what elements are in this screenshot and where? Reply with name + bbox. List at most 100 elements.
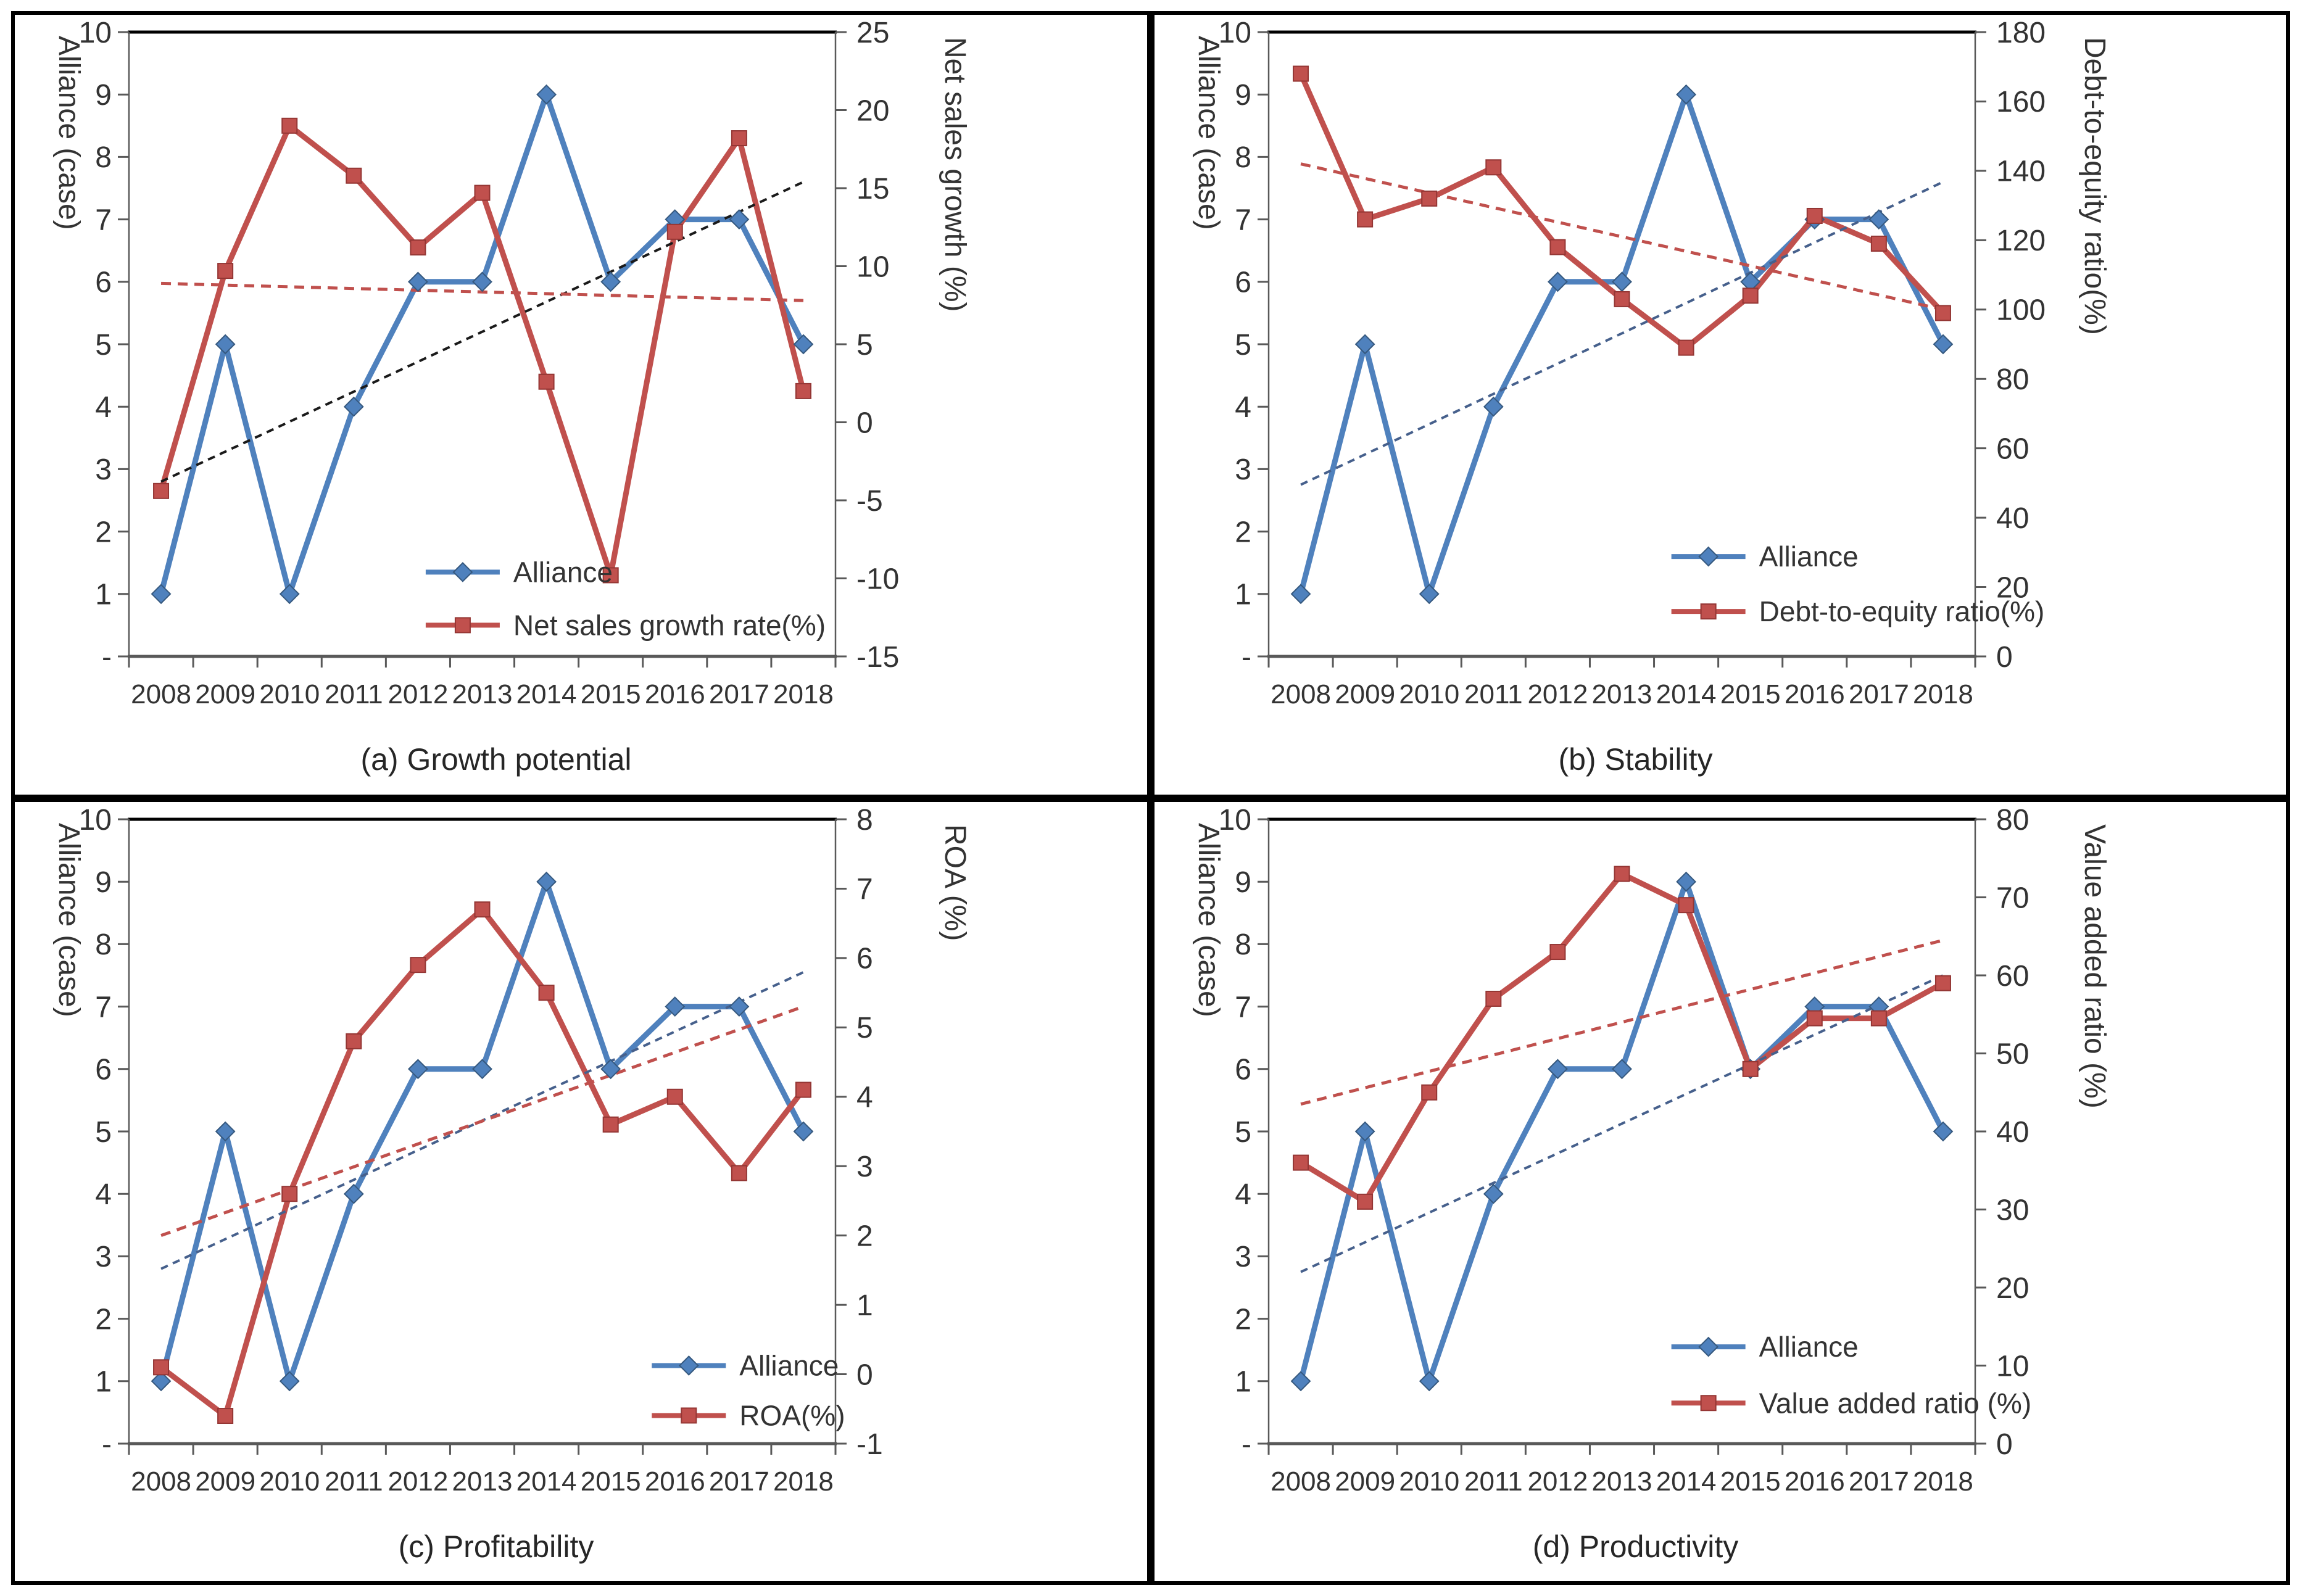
series-markers: [1290, 866, 1953, 1391]
right-tick-label: 20: [856, 94, 889, 127]
trendlines: [1300, 162, 1944, 486]
diamond-marker: [215, 1121, 236, 1141]
diamond-marker: [1419, 584, 1440, 605]
right-axis-title: ROA (%): [939, 824, 971, 941]
legend: Alliance Debt-to-equity ratio(%): [1671, 540, 2044, 627]
right-axis: -1 0 1 2 3 4 5 6 7 8: [835, 803, 883, 1460]
left-tick-label: 7: [1235, 991, 1251, 1023]
square-marker: [602, 567, 619, 584]
right-tick-label: 7: [856, 873, 873, 906]
alliance-trendline: [1300, 974, 1944, 1273]
metric-line: [158, 906, 806, 1419]
x-tick-label: 2013: [1591, 1466, 1652, 1497]
legend-label: Value added ratio (%): [1759, 1387, 2031, 1419]
chart-caption: (d) Productivity: [1532, 1529, 1739, 1564]
left-tick-label: 8: [1235, 141, 1251, 174]
diamond-marker: [1675, 871, 1696, 892]
diamond-marker: [793, 334, 814, 355]
x-tick-label: 2016: [645, 1466, 705, 1497]
left-axis-title: Alliance (case): [52, 36, 85, 230]
x-tick-label: 2008: [1271, 679, 1331, 709]
x-tick-label: 2013: [452, 1466, 513, 1497]
square-marker: [795, 382, 811, 399]
alliance-line: [1298, 879, 1946, 1384]
right-tick-label: 8: [856, 803, 873, 836]
x-tick-label: 2010: [259, 1466, 320, 1497]
x-tick-label: 2014: [1656, 679, 1716, 709]
x-tick-label: 2010: [259, 679, 320, 709]
right-tick-label: 80: [1996, 803, 2029, 836]
diamond-marker: [600, 1058, 621, 1079]
x-tick-label: 2009: [1335, 1466, 1395, 1497]
diamond-marker: [729, 996, 750, 1017]
left-tick-label: 4: [95, 391, 112, 424]
diamond-marker: [407, 271, 428, 292]
alliance-trendline: [1300, 181, 1944, 486]
right-tick-label: 70: [1996, 882, 2029, 914]
x-tick-label: 2009: [195, 1466, 255, 1497]
right-axis-title: Value added ratio (%): [2078, 824, 2111, 1109]
left-axis: - 1 2 3 4 5 6 7 8 9 10: [1218, 803, 1269, 1460]
left-tick-label: 8: [95, 141, 112, 174]
plot-border: [1267, 30, 1976, 658]
x-tick-label: 2008: [131, 1466, 191, 1497]
right-tick-label: 5: [856, 1012, 873, 1044]
legend-label: ROA(%): [739, 1399, 845, 1431]
left-tick-label: 6: [95, 1053, 112, 1086]
square-marker: [666, 223, 683, 240]
x-tick-label: 2012: [1527, 679, 1588, 709]
diamond-marker: [472, 271, 492, 292]
alliance-line: [158, 91, 806, 597]
diamond-marker: [1547, 1058, 1568, 1079]
right-tick-label: -5: [856, 485, 883, 518]
x-tick-label: 2015: [581, 679, 641, 709]
x-tick-label: 2009: [195, 679, 255, 709]
left-tick-label: 10: [79, 803, 112, 836]
right-tick-label: 160: [1996, 86, 2046, 118]
left-tick-label: 9: [95, 79, 112, 112]
diamond-marker: [1933, 334, 1953, 355]
metric-trendline: [1300, 162, 1944, 312]
x-tick-label: 2017: [709, 679, 769, 709]
x-tick-label: 2018: [1913, 679, 1973, 709]
legend-label: Debt-to-equity ratio(%): [1759, 595, 2044, 627]
square-marker: [731, 1164, 747, 1181]
panel-stability: -1 2 3 4 5 6 7 8 9 10 0 20 40 60 80 100 120 140 160 180 2008…: [1150, 11, 2290, 798]
square-marker: [1700, 1394, 1717, 1411]
square-marker: [346, 1033, 362, 1049]
square-marker: [281, 1185, 298, 1202]
diamond-marker: [343, 1183, 364, 1204]
left-tick-label: 1: [95, 1365, 112, 1398]
diamond-marker: [1483, 396, 1504, 417]
right-tick-label: 60: [1996, 959, 2029, 992]
legend-label: Alliance: [739, 1349, 839, 1381]
right-tick-label: 1: [856, 1289, 873, 1321]
square-marker: [1700, 603, 1717, 620]
x-tick-label: 2017: [1848, 679, 1909, 709]
left-tick-label: 5: [1235, 1115, 1251, 1148]
left-tick-label: 5: [1235, 329, 1251, 362]
square-marker: [454, 617, 471, 634]
left-tick-label: 2: [95, 516, 112, 548]
right-tick-label: 40: [1996, 502, 2029, 535]
legend-label: Alliance: [1759, 1331, 1858, 1363]
right-tick-label: 20: [1996, 1271, 2029, 1304]
left-tick-label: 9: [95, 866, 112, 899]
square-marker: [410, 956, 426, 973]
square-marker: [538, 373, 555, 390]
square-marker: [1420, 190, 1437, 207]
diamond-marker: [343, 396, 364, 417]
diamond-marker: [1354, 334, 1375, 355]
diamond-marker: [1933, 1121, 1953, 1141]
left-tick-label: -: [1242, 1428, 1251, 1460]
square-marker: [795, 1081, 811, 1098]
right-tick-label: 10: [1996, 1350, 2029, 1383]
square-marker: [1806, 207, 1823, 224]
trendlines: [160, 181, 804, 483]
x-tick-label: 2013: [1591, 679, 1652, 709]
left-tick-label: 9: [1235, 866, 1251, 899]
left-tick-label: 3: [95, 453, 112, 486]
legend-label: Alliance: [1759, 540, 1858, 573]
right-axis-title: Debt-to-equity ratio(%): [2078, 37, 2111, 335]
